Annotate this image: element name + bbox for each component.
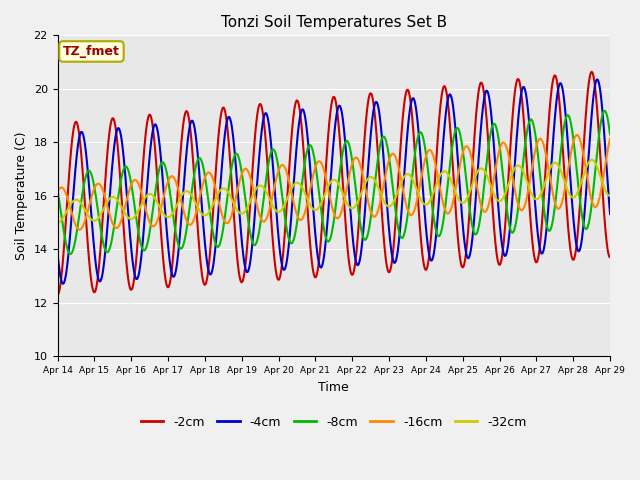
-16cm: [76, 227, 83, 232]
-2cm: [54, 292, 61, 298]
Title: Tonzi Soil Temperatures Set B: Tonzi Soil Temperatures Set B: [221, 15, 447, 30]
-16cm: [369, 212, 376, 218]
-4cm: [60, 281, 67, 287]
X-axis label: Time: Time: [319, 381, 349, 394]
-8cm: [606, 132, 614, 137]
-2cm: [97, 249, 104, 254]
-2cm: [119, 213, 127, 218]
-4cm: [119, 149, 127, 155]
-4cm: [369, 116, 376, 122]
-16cm: [54, 189, 61, 195]
-4cm: [289, 200, 296, 205]
-32cm: [288, 185, 296, 191]
-16cm: [606, 136, 614, 142]
-4cm: [593, 77, 601, 83]
-32cm: [310, 206, 317, 212]
-2cm: [310, 269, 317, 275]
-32cm: [588, 157, 595, 163]
-32cm: [119, 206, 127, 212]
-8cm: [54, 188, 61, 194]
-8cm: [310, 152, 317, 158]
-4cm: [300, 108, 308, 114]
Line: -4cm: -4cm: [58, 80, 610, 284]
Line: -2cm: -2cm: [58, 72, 610, 295]
-32cm: [300, 187, 307, 193]
-16cm: [97, 183, 104, 189]
-8cm: [300, 167, 308, 173]
-16cm: [289, 193, 296, 199]
Line: -32cm: -32cm: [58, 160, 610, 223]
Text: TZ_fmet: TZ_fmet: [63, 45, 120, 58]
-32cm: [368, 174, 376, 180]
-32cm: [97, 212, 104, 218]
-4cm: [54, 251, 61, 256]
Line: -8cm: -8cm: [58, 111, 610, 254]
-8cm: [67, 251, 74, 257]
-8cm: [601, 108, 609, 114]
-32cm: [54, 220, 61, 226]
-2cm: [300, 145, 307, 151]
Legend: -2cm, -4cm, -8cm, -16cm, -32cm: -2cm, -4cm, -8cm, -16cm, -32cm: [136, 411, 532, 434]
-16cm: [119, 211, 127, 217]
-32cm: [606, 193, 614, 199]
-4cm: [310, 212, 317, 218]
-8cm: [97, 226, 104, 232]
-8cm: [369, 203, 376, 208]
Line: -16cm: -16cm: [58, 135, 610, 229]
-8cm: [289, 240, 296, 246]
Y-axis label: Soil Temperature (C): Soil Temperature (C): [15, 132, 28, 260]
-16cm: [310, 170, 317, 176]
-16cm: [573, 132, 580, 138]
-2cm: [288, 129, 296, 134]
-16cm: [300, 213, 308, 219]
-4cm: [97, 278, 104, 284]
-8cm: [119, 168, 127, 174]
-2cm: [368, 93, 376, 98]
-2cm: [606, 254, 614, 260]
-2cm: [588, 69, 595, 75]
-4cm: [606, 211, 614, 217]
